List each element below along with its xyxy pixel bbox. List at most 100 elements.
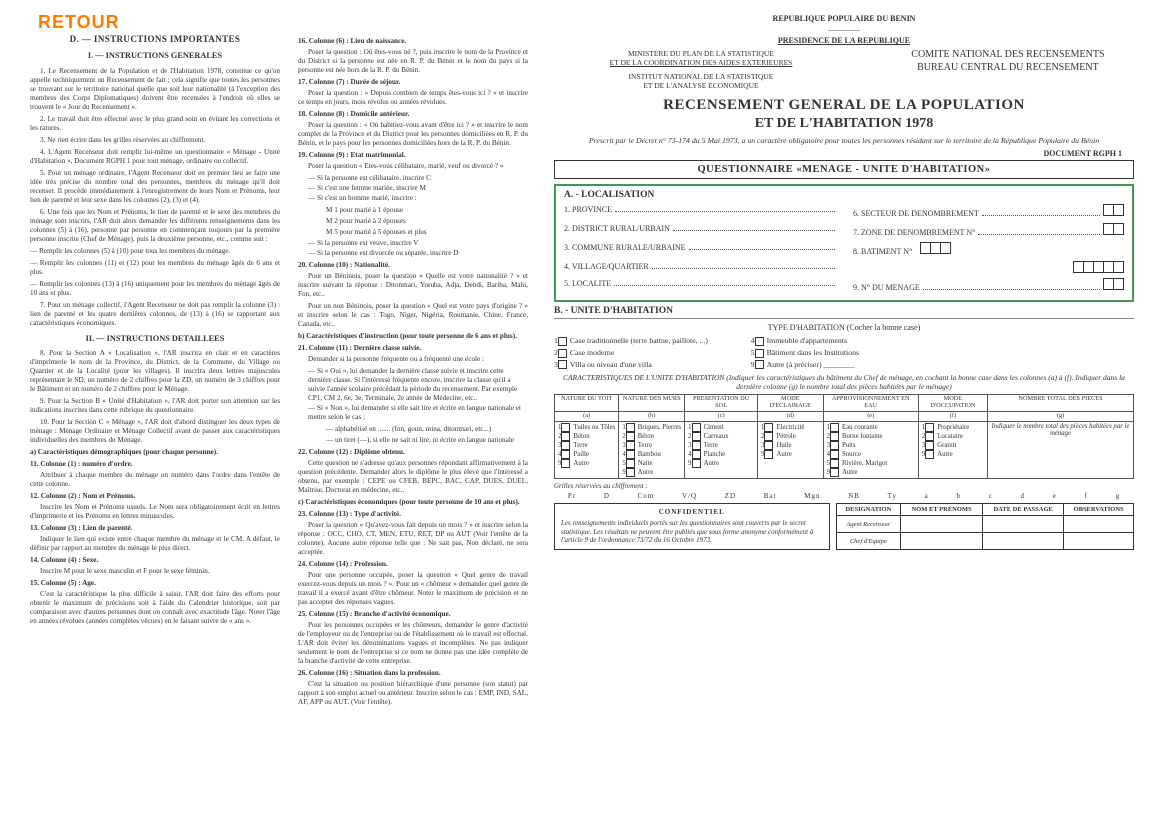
- c14-head: 14. Colonne (4) : Sexe.: [30, 556, 280, 565]
- comite-block: COMITE NATIONAL DES RECENSEMENTS BUREAU …: [874, 49, 1142, 91]
- c22-text: Cette question ne s'adresse qu'aux perso…: [298, 459, 528, 495]
- c12-head: 12. Colonne (2) : Nom et Prénoms.: [30, 492, 280, 501]
- type-hab-label: TYPE D'HABITATION (Cocher la bonne case): [554, 323, 1134, 332]
- footer-wrap: CONFIDENTIEL Les renseignements individu…: [554, 503, 1134, 550]
- c19d: Si la personne est veuve, inscrire V: [308, 239, 528, 248]
- form-page: REPUBLIQUE POPULAIRE DU BENIN ———— PRESI…: [546, 10, 1142, 710]
- instructions-col-1: D. — INSTRUCTIONS IMPORTANTES I. — INSTR…: [30, 10, 280, 710]
- c26-head: 26. Colonne (16) : Situation dans la pro…: [298, 669, 528, 678]
- c19c: Si c'est un homme marié, inscrire :: [308, 194, 528, 203]
- c19-list: Si la personne est célibataire, inscrire…: [298, 174, 528, 203]
- para-8: 8. Pour la Section A « Localisation », l…: [30, 349, 280, 394]
- questionnaire-band: QUESTIONNAIRE «MENAGE - UNITE D'HABITATI…: [554, 160, 1134, 179]
- para-2: 2. Le travail doit être effectué avec le…: [30, 115, 280, 133]
- c14-text: Inscrire M pour le sexe masculin et F po…: [30, 567, 280, 576]
- c19c3: M 5 pour marié à 5 épouses et plus: [298, 228, 528, 237]
- field-menage[interactable]: 9. N° DU MENAGE: [853, 278, 1124, 292]
- c23-head: 23. Colonne (13) : Type d'activité.: [298, 510, 528, 519]
- field-village[interactable]: 4. VILLAGE/QUARTIER: [564, 261, 835, 273]
- field-batiment[interactable]: 8. BATIMENT N°: [853, 242, 1124, 256]
- carac-cell-f[interactable]: 1Propriétaire2Locataire3Gratuit9Autre: [918, 422, 987, 479]
- section-b-unite: B. - UNITE D'HABITATION TYPE D'HABITATIO…: [554, 306, 1134, 550]
- field-province[interactable]: 1. PROVINCE: [564, 204, 835, 218]
- min-line-1: MINISTERE DU PLAN DE LA STATISTIQUE: [546, 49, 856, 58]
- c17-head: 17. Colonne (7) : Durée de séjour.: [298, 78, 528, 87]
- hab-opt-4[interactable]: 4Immeuble d'appartements: [751, 336, 938, 346]
- decree-text: Prescrit par le Décret n° 73-174 du 5 Ma…: [546, 136, 1142, 146]
- subhead-1: I. — INSTRUCTIONS GENERALES: [30, 51, 280, 61]
- carac-h-g: NOMBRE TOTAL DES PIECES: [988, 395, 1134, 412]
- para-6: 6. Une fois que les Nom et Prénoms, le l…: [30, 208, 280, 244]
- para-3: 3. Ne rien écrire dans les grilles réser…: [30, 136, 280, 145]
- para-9: 9. Pour la Section B « Unité d'Habitatio…: [30, 397, 280, 415]
- grilles-label: Grilles réservées au chiffrement :: [554, 482, 1134, 490]
- field-secteur[interactable]: 6. SECTEUR DE DENOMBREMENT: [853, 204, 1124, 218]
- subhead-2: II. — INSTRUCTIONS DETAILLEES: [30, 334, 280, 344]
- retour-link[interactable]: RETOUR: [38, 12, 120, 33]
- section-a-localisation: A. - LOCALISATION 1. PROVINCE 6. SECTEUR…: [554, 184, 1134, 302]
- c21-text: Demander si la personne fréquente ou a f…: [298, 355, 528, 364]
- section-b-title: B. - UNITE D'HABITATION: [554, 306, 1134, 319]
- para-6b: — Remplir les colonnes (11) et (12) pour…: [30, 259, 280, 277]
- hab-opt-3[interactable]: 3Villa ou niveau d'une villa: [554, 360, 741, 370]
- hab-opt-2[interactable]: 2Case moderne: [554, 348, 741, 358]
- para-1: 1. Le Recensement de la Population et de…: [30, 67, 280, 112]
- subhead-b: b) Caractéristiques d'instruction (pour …: [298, 332, 528, 341]
- hab-opt-5[interactable]: 5Bâtiment dans les Institutions: [751, 348, 938, 358]
- codes-row: PrDComV/QZDBatMgnNBTyabcdefg: [554, 492, 1134, 500]
- carac-h-c: PRESENTATION DU SOL: [685, 395, 758, 412]
- field-commune[interactable]: 3. COMMUNE RURALE/URBAINE: [564, 242, 835, 256]
- localisation-grid: 1. PROVINCE 6. SECTEUR DE DENOMBREMENT 2…: [564, 204, 1124, 292]
- c13-text: Indiquer le lien qui existe entre chaque…: [30, 535, 280, 553]
- signature-table: DESIGNATION NOM ET PRENOMS DATE DE PASSA…: [836, 503, 1134, 550]
- field-zone[interactable]: 7. ZONE DE DENOMBREMENT N°: [853, 223, 1124, 237]
- section-a-title: A. - LOCALISATION: [564, 190, 1124, 200]
- c26-text: C'est la situation ou position hiérarchi…: [298, 680, 528, 707]
- carac-cell-c[interactable]: 1Ciment2Carreaux3Terre4Planche9Autre: [685, 422, 758, 479]
- field-localite[interactable]: 5. LOCALITE: [564, 278, 835, 292]
- para-5: 5. Pour un ménage ordinaire, l'Agent Rec…: [30, 169, 280, 205]
- carac-cell-a[interactable]: 1Tuiles ou Tôles2Béton3Terre4Paille9Autr…: [555, 422, 619, 479]
- sig-h-2: NOM ET PRENOMS: [901, 504, 983, 516]
- c21b: Si « Non », lui demander si elle sait li…: [308, 404, 528, 422]
- c21a: Si « Oui », lui demander la dernière cla…: [308, 367, 528, 403]
- c19-head: 19. Colonne (9) : Etat matrimonial.: [298, 151, 528, 160]
- carac-h-b: NATURE DES MURS: [619, 395, 685, 412]
- carac-header-row: NATURE DU TOIT NATURE DES MURS PRESENTAT…: [555, 395, 1134, 412]
- main-title-1: RECENSEMENT GENERAL DE LA POPULATION: [546, 97, 1142, 114]
- field-batiment-2[interactable]: [853, 261, 1124, 273]
- sig-h-1: DESIGNATION: [836, 504, 900, 516]
- c11-head: 11. Colonne (1) : numéro d'ordre.: [30, 460, 280, 469]
- c21-list: Si « Oui », lui demander la dernière cla…: [298, 367, 528, 422]
- carac-cell-g: Indiquer le nombre total des pièces habi…: [988, 422, 1134, 479]
- c19a: Si la personne est célibataire, inscrire…: [308, 174, 528, 183]
- c16-head: 16. Colonne (6) : Lieu de naissance.: [298, 37, 528, 46]
- c17-text: Poser la question : « Depuis combien de …: [298, 89, 528, 107]
- carac-cell-e[interactable]: 1Eau courante2Borne fontaine3Puits4Sourc…: [823, 422, 918, 479]
- field-district[interactable]: 2. DISTRICT RURAL/URBAIN: [564, 223, 835, 237]
- carac-cell-d[interactable]: 1Electricité2Pétrole3Huile9Autre: [758, 422, 824, 479]
- carac-h-e: APPROVISIONNEMENT EN EAU: [823, 395, 918, 412]
- c19b: Si c'est une femme mariée, inscrire M: [308, 184, 528, 193]
- c19-text: Poser la question « Etes-vous célibatair…: [298, 162, 528, 171]
- sig-row-1[interactable]: Agent Recenseur: [836, 516, 900, 533]
- c19-list2: Si la personne est veuve, inscrire V Si …: [298, 239, 528, 258]
- hab-opt-6[interactable]: 9Autre (à préciser) ________: [751, 360, 938, 370]
- c23-text: Poser la question « Qu'avez-vous fait de…: [298, 521, 528, 557]
- instructions-col-2: 16. Colonne (6) : Lieu de naissance. Pos…: [298, 10, 528, 710]
- subhead-c: c) Caractéristiques économiques (pour to…: [298, 498, 528, 507]
- c21b2: — un tiret (—), si elle ne sait ni lire,…: [298, 436, 528, 445]
- carac-body-row: 1Tuiles ou Tôles2Béton3Terre4Paille9Autr…: [555, 422, 1134, 479]
- c24-head: 24. Colonne (14) : Profession.: [298, 560, 528, 569]
- min-line-2: ET DE LA COORDINATION DES AIDES EXTERIEU…: [546, 58, 856, 67]
- confidential-text: Les renseignements individuels portés su…: [561, 519, 823, 545]
- header-row: MINISTERE DU PLAN DE LA STATISTIQUE ET D…: [546, 49, 1142, 91]
- c18-text: Poser la question : « Où habitiez-vous a…: [298, 121, 528, 148]
- inst-line-1: INSTITUT NATIONAL DE LA STATISTIQUE: [546, 72, 856, 81]
- sig-row-2[interactable]: Chef d'Equipe: [836, 533, 900, 550]
- carac-h-d: MODE D'ECLAIRAGE: [758, 395, 824, 412]
- c15-head: 15. Colonne (5) : Age.: [30, 579, 280, 588]
- carac-cell-b[interactable]: 1Briques, Pierres2Béton3Terre4Bambou5Nat…: [619, 422, 685, 479]
- carac-h-f: MODE D'OCCUPATION: [918, 395, 987, 412]
- hab-opt-1[interactable]: 1Case traditionnelle (terre battue, pail…: [554, 336, 741, 346]
